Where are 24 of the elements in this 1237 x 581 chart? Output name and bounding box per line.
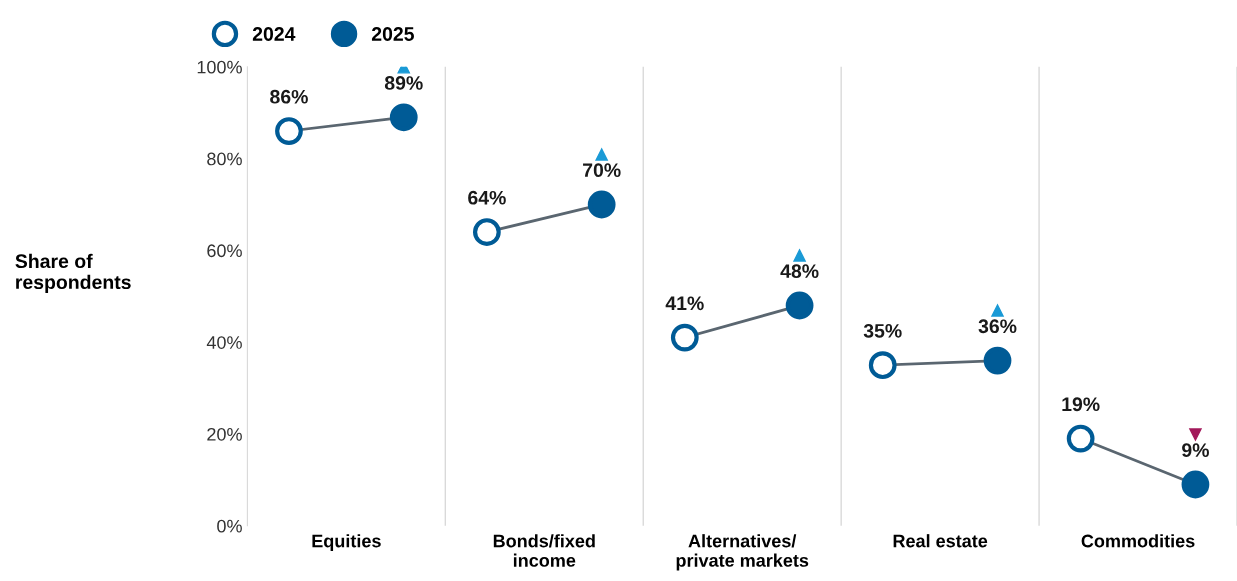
data-label: 64% <box>468 190 506 205</box>
data-label: 86% <box>270 89 308 104</box>
y-tick-label: 100% <box>197 60 242 74</box>
y-axis-title: Share of respondents <box>15 253 131 293</box>
x-tick-label: Alternatives/ private markets <box>676 534 809 571</box>
data-label: 36% <box>978 319 1017 334</box>
y-tick-label: 0% <box>217 519 242 533</box>
x-tick-label: Bonds/fixed income <box>493 534 595 567</box>
data-label: 19% <box>1062 397 1100 412</box>
y-tick-label: 20% <box>207 427 242 441</box>
data-label: 35% <box>863 323 902 338</box>
x-tick-label: Equities <box>312 534 381 551</box>
y-tick-label: 60% <box>207 244 242 258</box>
data-label: 9% <box>1182 443 1209 458</box>
x-tick-label: Commodities <box>1081 534 1195 548</box>
legend-label: 2025 <box>371 27 414 41</box>
legend-label: 2024 <box>252 27 296 41</box>
data-label: 70% <box>583 163 621 178</box>
y-tick-label: 40% <box>206 336 242 349</box>
data-label: 48% <box>780 264 819 279</box>
y-tick-label: 80% <box>207 152 242 166</box>
data-label: 89% <box>384 76 423 90</box>
x-tick-label: Real estate <box>893 534 988 548</box>
data-label: 41% <box>665 296 704 311</box>
